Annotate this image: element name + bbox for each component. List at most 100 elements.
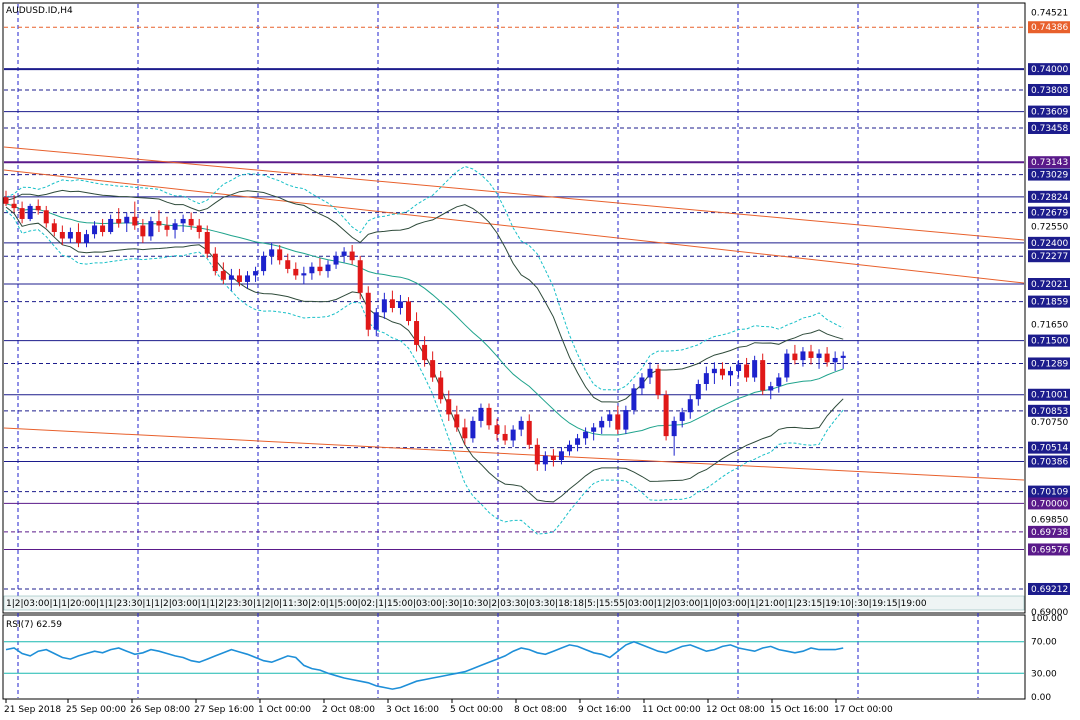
price-label-text: 0.72550 — [1031, 223, 1068, 233]
envelope-lower-band — [5, 209, 844, 535]
candle-body — [486, 407, 492, 426]
x-tick-label: 8 Oct 08:00 — [514, 705, 567, 715]
bottom-strip-layer: 1|2|03:00|1|1|20:00|1|1|23:30|1|1|2|03:0… — [3, 595, 1025, 611]
trendline-lower — [3, 427, 1025, 481]
price-label-box — [1028, 295, 1070, 308]
price-label-box — [1028, 404, 1070, 417]
candle-body — [293, 268, 299, 276]
price-label-box — [1028, 334, 1070, 347]
candle-body — [11, 203, 17, 209]
price-label-box — [1028, 278, 1070, 291]
price-label-text: 0.71289 — [1031, 359, 1068, 369]
candle-body — [454, 414, 460, 428]
price-label-box — [1028, 190, 1070, 203]
price-label-text: 0.73029 — [1031, 171, 1068, 181]
price-label-text: 0.71859 — [1031, 298, 1068, 308]
price-label-box — [1028, 63, 1070, 76]
candle-body — [381, 299, 387, 313]
candle-body — [277, 249, 283, 261]
candle-body — [67, 232, 73, 239]
x-tick-label: 25 Sep 00:00 — [66, 705, 126, 715]
price-label-box — [1028, 156, 1070, 169]
candle-body — [236, 275, 242, 282]
price-label-box — [1028, 485, 1070, 498]
candle-body — [389, 299, 395, 308]
candle-body — [760, 360, 766, 391]
candle-body — [470, 420, 476, 439]
candle-body — [800, 351, 806, 361]
candle-body — [784, 353, 790, 378]
candle-body — [478, 407, 484, 421]
candle-body — [3, 197, 9, 204]
rsi-tick-label: 0.00 — [1031, 693, 1051, 703]
candle-body — [365, 292, 371, 330]
candle-body — [19, 208, 25, 219]
price-label-text: 0.70000 — [1031, 499, 1068, 509]
x-tick-label: 2 Oct 08:00 — [322, 705, 375, 715]
price-label-text: 0.71500 — [1031, 337, 1068, 347]
candle-body — [719, 368, 725, 376]
candle-body — [414, 321, 420, 345]
price-label-text: 0.71001 — [1031, 391, 1068, 401]
candle-body — [140, 225, 146, 237]
candle-body — [502, 433, 508, 441]
bollinger-upper-band — [5, 189, 844, 403]
candle-body — [446, 399, 452, 415]
x-tick-label: 11 Oct 00:00 — [642, 705, 701, 715]
price-label-text: 0.69738 — [1031, 528, 1068, 538]
candle-body — [245, 275, 250, 282]
candle-body — [824, 353, 830, 363]
candle-body — [108, 218, 114, 232]
moving-average-line — [5, 203, 844, 436]
candle-body — [671, 420, 677, 437]
candle-body — [832, 357, 838, 363]
candle-body — [269, 249, 275, 256]
main-plot-frame — [2, 2, 1026, 614]
candle-body — [148, 221, 154, 237]
x-tick-label: 15 Oct 16:00 — [770, 705, 829, 715]
price-label-text: 0.72400 — [1031, 239, 1068, 249]
candle-body — [406, 301, 411, 322]
candle-body — [744, 364, 750, 378]
rsi-tick-label: 100.00 — [1031, 614, 1063, 624]
rsi-line — [5, 640, 844, 690]
candle-body — [124, 216, 130, 224]
price-label-text: 0.73808 — [1031, 86, 1068, 96]
price-label-text: 0.74000 — [1031, 65, 1068, 75]
candle-body — [752, 360, 758, 378]
candle-body — [132, 216, 138, 226]
candle-body — [43, 210, 49, 224]
candle-body — [599, 420, 605, 428]
x-tick-label: 5 Oct 00:00 — [450, 705, 503, 715]
rsi-label: RSI(7) 62.59 — [6, 620, 62, 630]
candle-body — [631, 388, 637, 411]
candle-body — [663, 394, 669, 437]
rsi-tick-label: 70.00 — [1031, 638, 1057, 648]
candle-body — [196, 225, 202, 232]
candle-body — [591, 427, 597, 432]
price-label-box — [1028, 455, 1070, 468]
candle-body — [325, 264, 331, 272]
candle-body — [156, 221, 162, 226]
candle-body — [494, 425, 500, 434]
candle-body — [575, 438, 581, 445]
candle-body — [285, 260, 291, 269]
candle-body — [180, 218, 186, 224]
candle-body — [75, 232, 81, 243]
candle-body — [583, 431, 589, 439]
x-tick-label: 1 Oct 00:00 — [258, 705, 311, 715]
price-label-box — [1028, 236, 1070, 249]
candle-body — [607, 414, 613, 421]
x-tick-label: 26 Sep 08:00 — [130, 705, 190, 715]
price-label-text: 0.70853 — [1031, 407, 1068, 417]
candle-body — [711, 368, 717, 374]
price-label-text: 0.69850 — [1031, 516, 1068, 526]
candle-body — [840, 355, 846, 358]
candle-body — [341, 251, 347, 256]
price-label-box — [1028, 83, 1070, 96]
candle-body — [550, 455, 556, 460]
candle-body — [349, 251, 355, 261]
candle-body — [816, 353, 822, 358]
candle-body — [687, 399, 693, 413]
candle-body — [430, 360, 436, 378]
